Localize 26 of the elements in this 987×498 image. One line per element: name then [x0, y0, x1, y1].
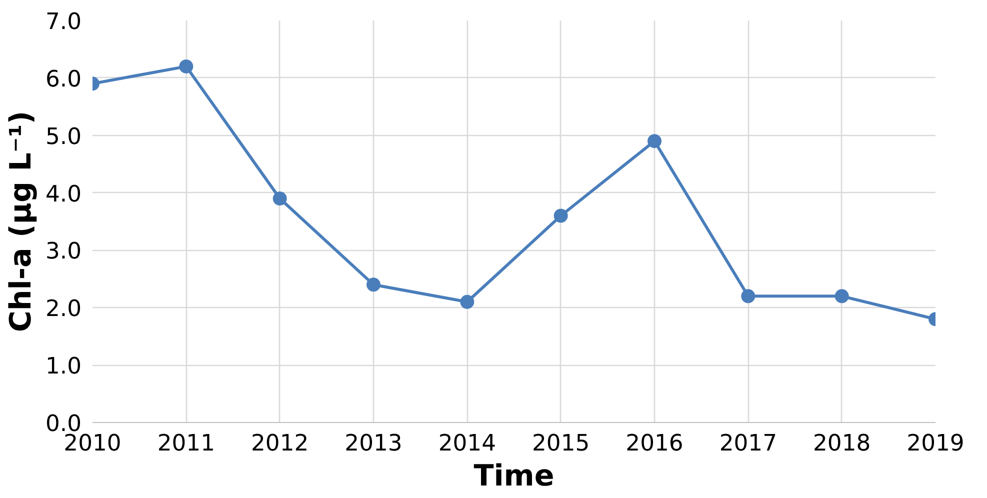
- x-axis-title: Time: [474, 458, 554, 492]
- point: [648, 134, 662, 148]
- y-tick-label: 4.0: [45, 181, 82, 208]
- x-tick-label: 2011: [157, 430, 216, 456]
- x-tick-label: 2018: [813, 430, 871, 456]
- point: [272, 192, 287, 206]
- point: [460, 294, 474, 309]
- point: [366, 278, 380, 292]
- y-tick-label: 1.0: [45, 354, 82, 380]
- point: [554, 208, 568, 223]
- x-tick-label: 2013: [344, 430, 402, 456]
- x-tick-label: 2014: [438, 430, 496, 456]
- y-tick-label: 2.0: [45, 296, 82, 322]
- point: [834, 289, 849, 304]
- y-tick-label: 3.0: [45, 238, 82, 265]
- x-tick-label: 2015: [532, 430, 590, 456]
- y-tick-label: 5.0: [45, 124, 82, 150]
- point: [741, 289, 756, 304]
- y-tick-label: 7.0: [45, 9, 82, 35]
- y-axis-title: Chl-a (μg L⁻¹): [3, 110, 38, 332]
- x-tick-label: 2017: [719, 430, 778, 456]
- y-tick-label: 6.0: [45, 66, 82, 92]
- x-tick-label: 2012: [251, 430, 309, 456]
- point: [179, 59, 194, 74]
- x-tick-label: 2016: [626, 430, 684, 456]
- x-tick-label: 2019: [906, 430, 964, 456]
